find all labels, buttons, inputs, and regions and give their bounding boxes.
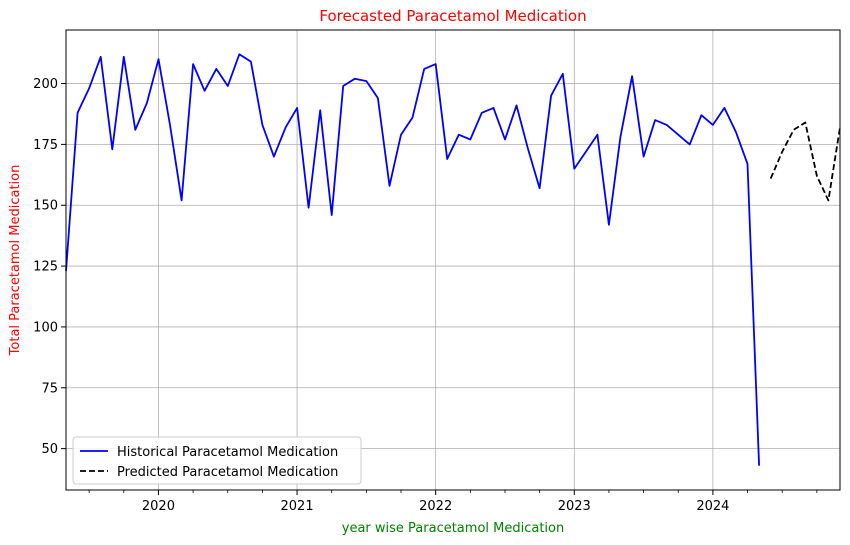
y-axis: 50 75 100 125 150 175 200 — [33, 77, 66, 457]
x-axis-label: year wise Paracetamol Medication — [342, 521, 564, 536]
series-line-historical — [65, 53, 760, 466]
y-tick-label: 200 — [33, 77, 58, 92]
legend-box — [72, 436, 362, 485]
y-tick-label: 175 — [33, 138, 58, 153]
y-tick-label: 75 — [41, 381, 58, 396]
x-tick-label: 2021 — [281, 499, 314, 514]
legend-label-predicted: Predicted Paracetamol Medication — [117, 465, 338, 480]
series-layer — [65, 53, 841, 466]
y-tick-label: 50 — [41, 442, 58, 457]
plot-frame — [65, 29, 841, 491]
y-tick-label: 150 — [33, 199, 58, 214]
x-tick-label: 2023 — [558, 499, 591, 514]
x-axis: 2020 2021 2022 2023 2024 — [88, 490, 818, 514]
chart-title: Forecasted Paracetamol Medication — [319, 7, 586, 25]
x-tick-label: 2022 — [419, 499, 452, 514]
x-tick-label: 2024 — [696, 499, 729, 514]
x-tick-label: 2020 — [142, 499, 175, 514]
legend-label-historical: Historical Paracetamol Medication — [117, 445, 338, 460]
grid — [66, 30, 840, 490]
y-tick-label: 125 — [33, 260, 58, 275]
y-tick-label: 100 — [33, 320, 58, 335]
y-axis-label: Total Paracetamol Medication — [8, 165, 23, 357]
legend: Historical Paracetamol Medication Predic… — [72, 436, 362, 485]
series-line-predicted — [769, 121, 841, 202]
